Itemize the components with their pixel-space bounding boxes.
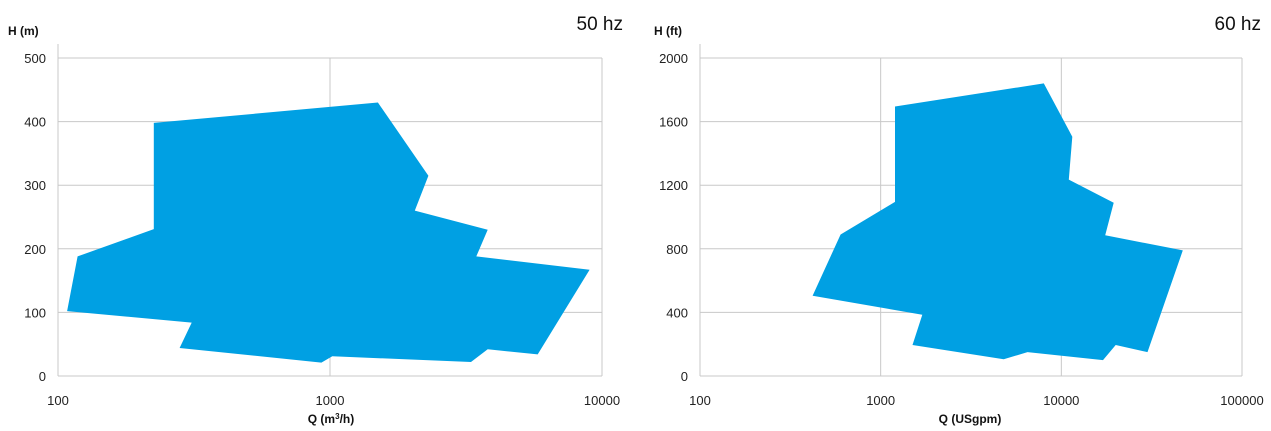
- x-tick-label: 10000: [1043, 393, 1079, 408]
- y-axis-label: H (ft): [654, 24, 682, 38]
- y-tick-label: 0: [681, 369, 688, 384]
- x-axis-label: Q (m3/h): [308, 412, 354, 426]
- y-axis-label: H (m): [8, 24, 39, 38]
- x-tick-label: 100: [47, 393, 69, 408]
- operating-range-area: [812, 83, 1183, 361]
- y-tick-label: 2000: [659, 51, 688, 66]
- x-tick-label: 100000: [1220, 393, 1263, 408]
- y-tick-label: 300: [24, 178, 46, 193]
- chart-60hz-svg: 0 400 800 1200 1600 2000 100 1000 10000 100000 60…: [654, 14, 1264, 426]
- y-tick-label: 800: [666, 242, 688, 257]
- operating-range-area: [67, 102, 590, 363]
- chart-title: 60 hz: [1215, 14, 1261, 35]
- y-tick-label: 100: [24, 305, 46, 320]
- y-tick-label: 0: [39, 369, 46, 384]
- chart-50hz: 0 100 200 300 400 500 100 1000 10000 50 hz H (m)…: [8, 14, 623, 426]
- x-tick-label: 10000: [584, 393, 620, 408]
- x-tick-label: 100: [689, 393, 711, 408]
- chart-60hz: 0 400 800 1200 1600 2000 100 1000 10000 100000 60…: [636, 0, 1271, 431]
- x-tick-label: 1000: [316, 393, 345, 408]
- x-axis-label: Q (USgpm): [939, 412, 1002, 426]
- y-tick-label: 200: [24, 242, 46, 257]
- y-tick-label: 1200: [659, 178, 688, 193]
- y-tick-label: 1600: [659, 115, 688, 130]
- chart-title: 50 hz: [577, 14, 623, 35]
- y-tick-label: 400: [24, 115, 46, 130]
- y-tick-label: 500: [24, 51, 46, 66]
- y-tick-label: 400: [666, 305, 688, 320]
- x-tick-label: 1000: [866, 393, 895, 408]
